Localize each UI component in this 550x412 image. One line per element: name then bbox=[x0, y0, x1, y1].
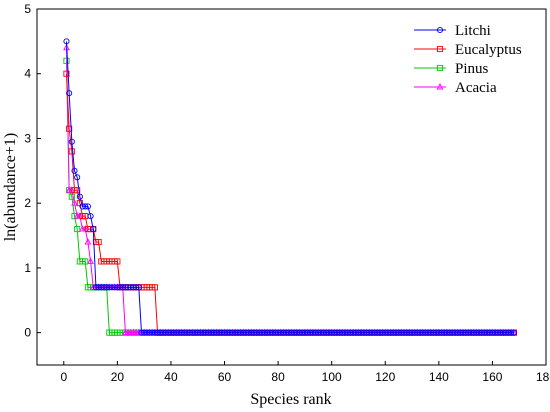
y-tick-label: 0 bbox=[24, 326, 31, 340]
y-axis-title: ln(abundance+1) bbox=[2, 133, 19, 242]
legend-marker bbox=[436, 45, 444, 53]
data-point bbox=[74, 174, 81, 181]
legend-label: Pinus bbox=[455, 61, 489, 77]
x-tick-label: 100 bbox=[322, 370, 342, 384]
data-point bbox=[87, 213, 94, 220]
legend-item-acacia: Acacia bbox=[414, 80, 497, 96]
data-point bbox=[114, 258, 121, 265]
data-point bbox=[151, 284, 158, 291]
x-tick-label: 140 bbox=[429, 370, 449, 384]
data-point bbox=[68, 148, 75, 155]
data-point bbox=[95, 238, 102, 246]
series-eucalyptus bbox=[63, 70, 517, 336]
x-tick-label: 120 bbox=[375, 370, 395, 384]
x-axis-title: Species rank bbox=[250, 391, 331, 408]
data-point bbox=[74, 226, 81, 233]
data-point bbox=[133, 284, 140, 291]
data-point bbox=[510, 329, 517, 336]
y-axis: 0 1 2 3 4 5 bbox=[24, 2, 41, 340]
data-point bbox=[135, 284, 142, 291]
x-tick-label: 160 bbox=[482, 370, 502, 384]
data-point bbox=[74, 187, 81, 194]
y-tick-label: 5 bbox=[24, 2, 31, 16]
data-point bbox=[71, 167, 78, 174]
data-point bbox=[90, 226, 97, 233]
legend-marker bbox=[436, 83, 444, 90]
legend-label: Eucalyptus bbox=[455, 42, 522, 58]
data-point bbox=[63, 70, 70, 77]
legend-item-eucalyptus: Eucalyptus bbox=[414, 42, 522, 58]
x-tick-label: 40 bbox=[164, 370, 178, 384]
data-point bbox=[82, 258, 89, 265]
data-point bbox=[66, 125, 73, 132]
data-point bbox=[84, 203, 91, 210]
series-litchi bbox=[63, 38, 517, 336]
legend: Litchi Eucalyptus Pinus Acacia bbox=[414, 23, 522, 96]
legend-label: Litchi bbox=[455, 23, 491, 39]
data-point bbox=[68, 193, 75, 200]
y-tick-label: 2 bbox=[24, 196, 31, 210]
legend-marker bbox=[436, 26, 444, 34]
plot-frame bbox=[36, 8, 547, 366]
data-point bbox=[87, 257, 94, 264]
data-point bbox=[71, 199, 78, 206]
series-layer bbox=[63, 38, 518, 336]
series-line-pinus bbox=[65, 60, 514, 334]
x-tick-label: 0 bbox=[60, 370, 67, 384]
x-tick-label: 180 bbox=[536, 370, 550, 384]
y-tick-label: 1 bbox=[24, 261, 31, 275]
y-tick-label: 3 bbox=[24, 131, 31, 145]
series-acacia bbox=[63, 43, 518, 336]
data-point bbox=[66, 90, 73, 97]
series-line-eucalyptus bbox=[65, 73, 514, 334]
legend-item-pinus: Pinus bbox=[414, 61, 489, 77]
legend-marker bbox=[436, 64, 444, 72]
series-pinus bbox=[63, 57, 517, 336]
data-point bbox=[84, 238, 92, 245]
y-tick-label: 4 bbox=[24, 67, 31, 81]
x-tick-label: 20 bbox=[111, 370, 125, 384]
data-point bbox=[508, 329, 515, 336]
x-tick-label: 60 bbox=[218, 370, 232, 384]
legend-label: Acacia bbox=[455, 80, 497, 96]
x-axis: 0 20 40 60 80 100 120 140 160 180 bbox=[60, 361, 550, 384]
data-point bbox=[82, 203, 89, 210]
x-tick-label: 80 bbox=[271, 370, 285, 384]
data-point bbox=[76, 193, 83, 200]
data-point bbox=[68, 138, 75, 145]
data-point bbox=[63, 38, 70, 45]
legend-item-litchi: Litchi bbox=[414, 23, 491, 39]
